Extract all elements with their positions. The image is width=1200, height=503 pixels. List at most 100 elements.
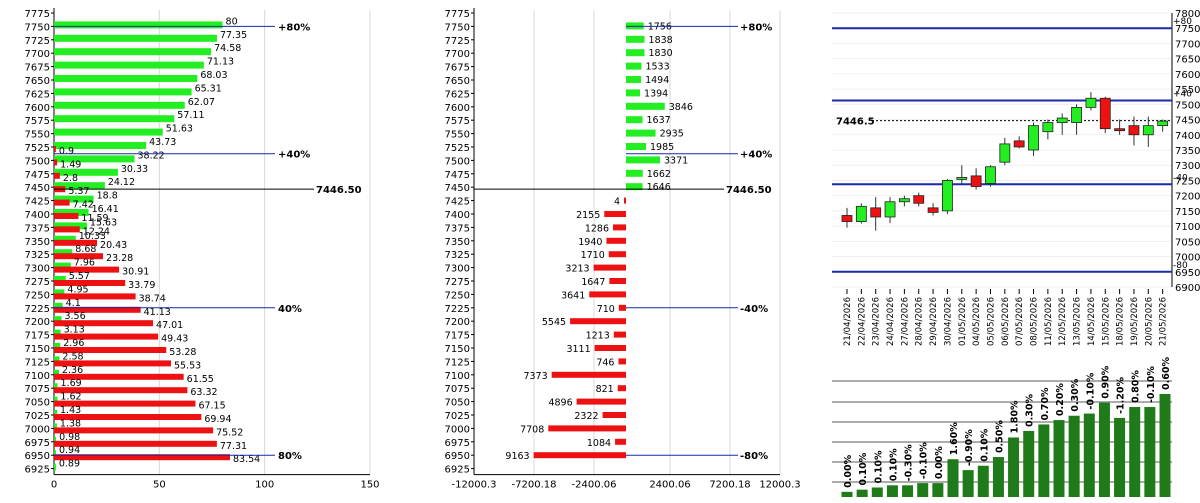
level-label: -40% [740, 304, 768, 315]
strike-tick-label: 7475 [25, 170, 50, 181]
red-bar [54, 226, 80, 233]
change-value-label: -0.30% [904, 444, 915, 481]
candle-body [1028, 125, 1039, 151]
green-bar [54, 369, 59, 377]
strike-tick-label: 7675 [25, 63, 50, 74]
candle-body [1013, 140, 1025, 148]
bar-value-label: 1662 [647, 169, 671, 180]
x-tick-label: 50 [153, 480, 166, 491]
change-value-label: 0.70% [1040, 387, 1051, 420]
change-value-label: -1.20% [1116, 377, 1127, 414]
x-tick-label: -12000.3 [452, 480, 497, 491]
x-tick-label: 2400.06 [649, 480, 690, 491]
change-value-label: 1.60% [949, 422, 960, 455]
positive-bar [626, 143, 647, 150]
green-bar [54, 155, 135, 163]
strike-tick-label: 7775 [25, 9, 50, 20]
bar-value-label: 1394 [644, 88, 668, 99]
strike-tick-label: 7300 [25, 264, 50, 275]
red-value-label: 38.74 [139, 293, 166, 304]
bar-value-label: 3641 [561, 290, 585, 301]
green-bar [54, 396, 58, 404]
negative-bar [594, 345, 626, 351]
green-value-label: 51.63 [166, 124, 193, 135]
candle-body [884, 201, 896, 218]
red-value-label: 67.15 [198, 401, 225, 412]
change-value-label: 0.30% [1070, 378, 1081, 411]
change-value-label: 0.80% [1131, 370, 1142, 403]
negative-bar [602, 412, 626, 418]
change-bar [871, 487, 883, 497]
y-tick-label: 7300 [1175, 161, 1200, 172]
candle-body [956, 176, 968, 180]
red-bar [54, 293, 136, 300]
strike-tick-label: 7525 [445, 143, 470, 154]
date-tick-label: 30/04/2026 [943, 297, 953, 346]
green-value-label: 71.13 [207, 57, 234, 68]
date-tick-label: 07/05/2026 [1015, 297, 1025, 346]
y-tick-label: 7350 [1175, 146, 1200, 157]
strike-tick-label: 7550 [25, 130, 50, 141]
strike-tick-label: 7675 [445, 63, 470, 74]
green-value-label: 80 [226, 16, 238, 27]
green-value-label: 18.8 [97, 191, 118, 202]
red-value-label: 49.43 [161, 334, 188, 345]
date-tick-label: 08/05/2026 [1030, 297, 1040, 346]
green-value-label: 4.95 [67, 284, 88, 295]
date-tick-label: 04/05/2026 [972, 297, 982, 346]
bar-value-label: 1647 [581, 277, 605, 288]
green-bar [54, 436, 57, 444]
strike-tick-label: 7275 [25, 277, 50, 288]
change-bar [1144, 407, 1156, 497]
strike-tick-label: 6925 [445, 465, 470, 476]
change-bar [1008, 437, 1020, 497]
strike-tick-label: 7175 [25, 331, 50, 342]
strike-tick-label: 7400 [25, 210, 50, 221]
date-tick-label: 01/05/2026 [958, 297, 968, 346]
change-value-label: -0.10% [1085, 372, 1096, 409]
strike-tick-label: 7750 [445, 22, 470, 33]
strike-tick-label: 7775 [445, 9, 470, 20]
strike-tick-label: 7350 [445, 237, 470, 248]
negative-bar [570, 318, 626, 325]
red-bar [54, 387, 188, 394]
bar-value-label: 1830 [648, 48, 672, 59]
red-value-label: 30.91 [122, 267, 149, 278]
green-value-label: 77.35 [220, 30, 247, 41]
positive-bar [626, 49, 645, 57]
date-tick-label: 12/05/2026 [1058, 297, 1068, 346]
x-tick-label: 100 [255, 480, 274, 491]
change-value-label: -0.10% [919, 442, 930, 479]
negative-bar [589, 291, 626, 298]
y-tick-label: 7150 [1175, 207, 1200, 218]
daily-change-chart: 0.00% 0.10% 0.10% 0.10% -0.30% -0.10% 0.00% 1.6… [832, 357, 1172, 497]
date-tick-label: 24/04/2026 [886, 297, 896, 346]
y-tick-label: 7750 [1175, 24, 1200, 35]
strike-tick-label: 7625 [445, 89, 470, 100]
positive-bar [626, 62, 642, 70]
red-bar [54, 333, 159, 340]
strike-tick-label: 7150 [25, 344, 50, 355]
y-tick-label: 6900 [1175, 283, 1200, 294]
strike-tick-label: 7325 [25, 250, 50, 261]
green-value-label: 2.36 [62, 365, 83, 376]
green-bar [54, 101, 185, 109]
green-value-label: 15.63 [90, 217, 117, 228]
change-bar [1083, 413, 1095, 497]
green-bar [54, 48, 212, 56]
candle-body [1071, 106, 1082, 123]
candle-body [1142, 125, 1154, 136]
red-bar [54, 414, 202, 420]
green-value-label: 0.94 [59, 445, 80, 456]
strike-tick-label: 7150 [445, 344, 470, 355]
green-value-label: 3.56 [64, 311, 85, 322]
green-bar [54, 235, 76, 243]
y-tick-label: 7600 [1175, 70, 1200, 81]
green-bar [54, 356, 60, 364]
change-value-label: 0.10% [979, 428, 990, 461]
bar-value-label: 3371 [664, 155, 688, 166]
level-label: +80 [1173, 17, 1192, 27]
x-tick-label: 7200.18 [709, 480, 750, 491]
y-tick-label: 7700 [1175, 39, 1200, 50]
